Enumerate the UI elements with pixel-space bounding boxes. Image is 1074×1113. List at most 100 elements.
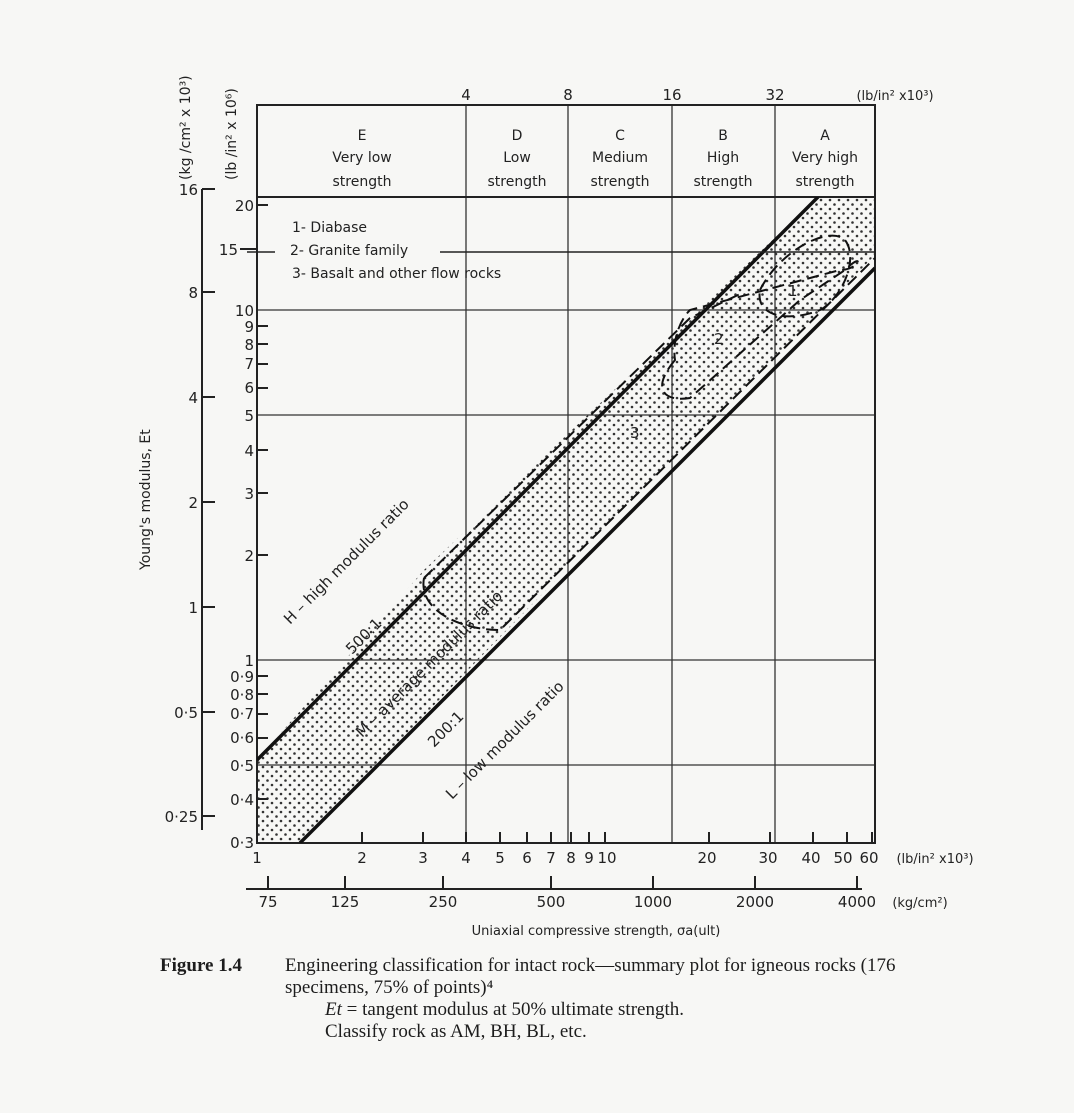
- svg-text:30: 30: [758, 849, 777, 867]
- svg-text:16: 16: [662, 86, 681, 104]
- svg-text:50: 50: [833, 849, 852, 867]
- svg-text:4: 4: [461, 849, 471, 867]
- svg-text:20: 20: [697, 849, 716, 867]
- svg-text:10: 10: [235, 302, 254, 320]
- svg-text:0·25: 0·25: [165, 808, 198, 826]
- ratio-lines: [257, 197, 875, 843]
- svg-text:1: 1: [188, 599, 198, 617]
- svg-text:C: C: [615, 128, 625, 144]
- note-symbol: Et: [325, 999, 342, 1020]
- svg-text:1: 1: [252, 849, 262, 867]
- region-1-label: 1: [788, 282, 798, 300]
- svg-text:10: 10: [597, 849, 616, 867]
- svg-text:0·8: 0·8: [230, 686, 254, 704]
- region-2-label: 2: [714, 330, 724, 348]
- svg-text:2000: 2000: [736, 893, 774, 911]
- y-axis-inner: 20 15 10 9 8 7 6 5 4 3 2 1 0·9 0·8 0·7 0…: [219, 197, 268, 852]
- svg-text:40: 40: [801, 849, 820, 867]
- svg-text:A: A: [820, 128, 830, 144]
- svg-text:(lb/in² x10³): (lb/in² x10³): [896, 852, 973, 867]
- svg-text:Medium: Medium: [592, 150, 648, 166]
- x-axis-secondary: 75 125 250 500 1000 2000 4000 (kg/cm²): [246, 876, 948, 911]
- svg-text:1- Diabase: 1- Diabase: [292, 220, 367, 236]
- legend: 1- Diabase 2- Granite family 3- Basalt a…: [247, 220, 875, 282]
- svg-text:Very high: Very high: [792, 150, 858, 166]
- svg-text:strength: strength: [694, 174, 753, 190]
- x-axis-primary: 1 2 3 4 5 6 7 8 9 10 20 30 40 50 60 (lb/…: [252, 832, 974, 867]
- svg-text:strength: strength: [488, 174, 547, 190]
- top-axis: 4 8 16 32 (lb/in² x10³): [461, 86, 933, 104]
- svg-text:125: 125: [331, 893, 360, 911]
- strength-class-header: E Very low strength D Low strength C Med…: [332, 128, 858, 190]
- svg-text:0·5: 0·5: [230, 757, 254, 775]
- svg-text:High: High: [707, 150, 739, 166]
- figure-note-1: Et = tangent modulus at 50% ultimate str…: [325, 999, 960, 1021]
- svg-text:7: 7: [546, 849, 556, 867]
- y-inner-units: (lb /in² x 10⁶): [224, 88, 240, 180]
- svg-text:8: 8: [563, 86, 573, 104]
- svg-text:0·6: 0·6: [230, 729, 254, 747]
- svg-text:Very low: Very low: [332, 150, 392, 166]
- svg-text:75: 75: [258, 893, 277, 911]
- svg-text:E: E: [358, 128, 367, 144]
- svg-text:4: 4: [188, 389, 198, 407]
- svg-text:2: 2: [244, 547, 254, 565]
- svg-text:2- Granite family: 2- Granite family: [290, 243, 408, 259]
- svg-text:4000: 4000: [838, 893, 876, 911]
- y-axis-title: Young's modulus, Et: [138, 429, 154, 571]
- svg-text:60: 60: [859, 849, 878, 867]
- svg-text:5: 5: [244, 407, 254, 425]
- svg-text:20: 20: [235, 197, 254, 215]
- svg-text:0·7: 0·7: [230, 705, 254, 723]
- svg-text:Low: Low: [503, 150, 531, 166]
- svg-text:B: B: [718, 128, 728, 144]
- svg-text:(kg/cm²): (kg/cm²): [892, 896, 947, 911]
- svg-text:strength: strength: [333, 174, 392, 190]
- svg-text:0·3: 0·3: [230, 834, 254, 852]
- svg-text:2: 2: [357, 849, 367, 867]
- svg-text:8: 8: [566, 849, 576, 867]
- zone-l-label: L – low modulus ratio: [442, 677, 567, 802]
- region-3-label: 3: [630, 424, 640, 442]
- svg-text:7: 7: [244, 355, 254, 373]
- svg-text:9: 9: [584, 849, 594, 867]
- svg-text:1: 1: [244, 652, 254, 670]
- figure-note-2: Classify rock as AM, BH, BL, etc.: [325, 1021, 587, 1042]
- diabase-envelope: [758, 234, 852, 318]
- svg-text:15: 15: [219, 241, 238, 259]
- svg-text:5: 5: [495, 849, 505, 867]
- y-axis-outer: 16 8 4 2 1 0·5 0·25: [165, 181, 215, 830]
- svg-text:0·5: 0·5: [174, 704, 198, 722]
- svg-text:D: D: [512, 128, 523, 144]
- granite-envelope: [661, 260, 859, 400]
- svg-text:9: 9: [244, 318, 254, 336]
- svg-text:250: 250: [429, 893, 458, 911]
- svg-text:6: 6: [522, 849, 532, 867]
- svg-text:3- Basalt and other flow rocks: 3- Basalt and other flow rocks: [292, 266, 501, 282]
- dashed-envelopes: [422, 234, 875, 632]
- svg-text:8: 8: [188, 284, 198, 302]
- note-1-text: = tangent modulus at 50% ultimate streng…: [341, 999, 684, 1020]
- svg-text:(lb/in² x10³): (lb/in² x10³): [856, 89, 933, 104]
- figure-title: Engineering classification for intact ro…: [285, 955, 896, 998]
- svg-text:500: 500: [537, 893, 566, 911]
- svg-text:0·4: 0·4: [230, 791, 254, 809]
- plot-frame: [256, 104, 876, 844]
- svg-text:4: 4: [244, 442, 254, 460]
- svg-text:strength: strength: [796, 174, 855, 190]
- svg-text:0·9: 0·9: [230, 668, 254, 686]
- svg-text:6: 6: [244, 379, 254, 397]
- figure-caption: Figure 1.4 Engineering classification for…: [160, 955, 960, 1043]
- svg-text:32: 32: [765, 86, 784, 104]
- svg-text:4: 4: [461, 86, 471, 104]
- figure-number: Figure 1.4: [160, 955, 242, 976]
- grid-lines: [257, 105, 875, 843]
- ratio-200-line: [298, 266, 875, 843]
- svg-text:strength: strength: [591, 174, 650, 190]
- x-axis-title: Uniaxial compressive strength, σa(ult): [472, 924, 721, 939]
- svg-text:1000: 1000: [634, 893, 672, 911]
- svg-text:3: 3: [418, 849, 428, 867]
- svg-text:3: 3: [244, 485, 254, 503]
- svg-text:8: 8: [244, 336, 254, 354]
